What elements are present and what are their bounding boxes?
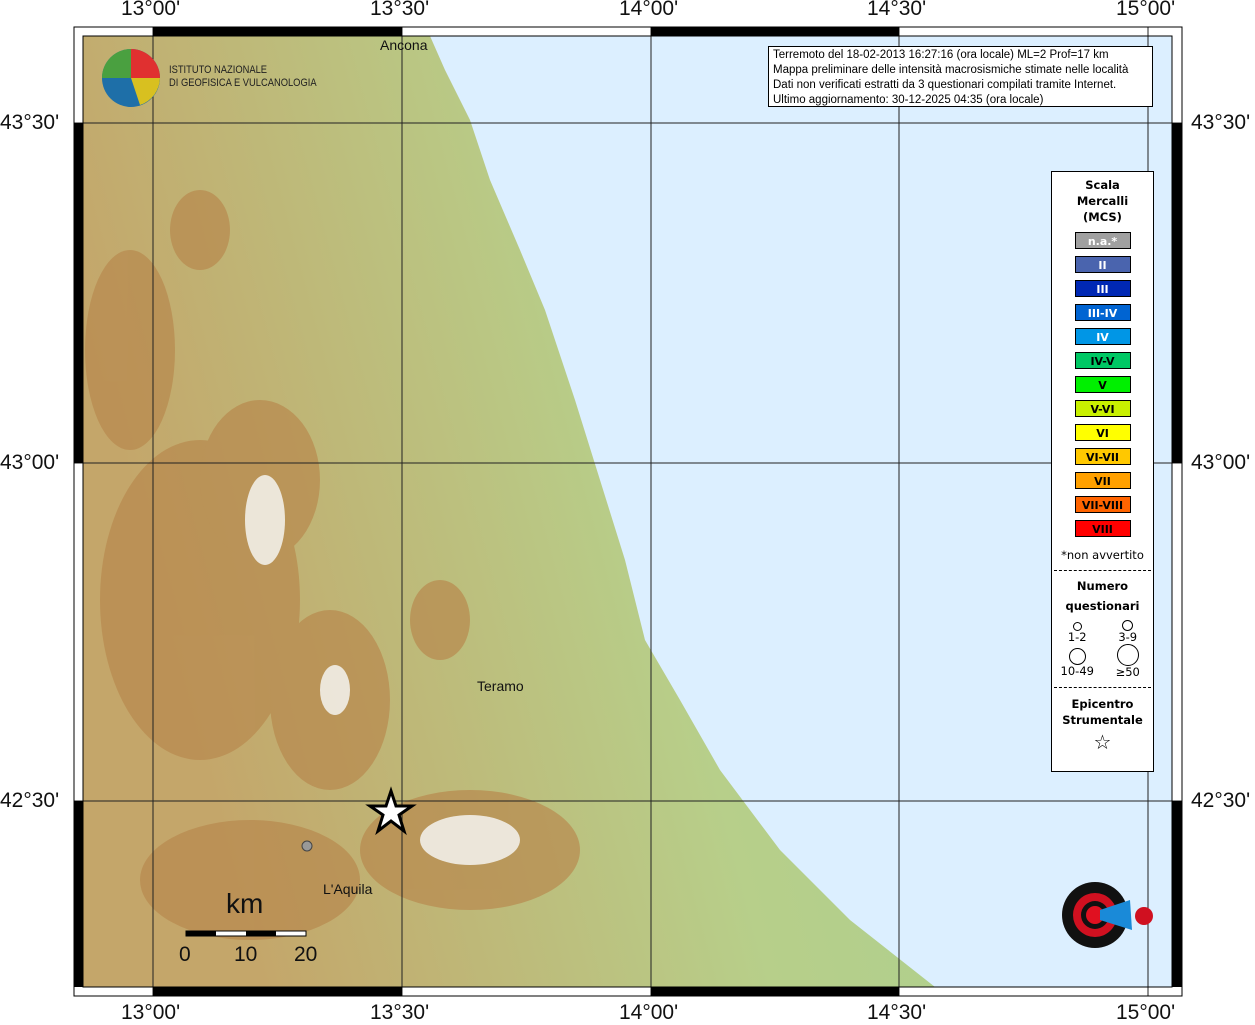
intensity-swatch: VII [1074, 472, 1131, 489]
epicenter-star[interactable] [365, 786, 417, 836]
count-10-49: 10-49 [1052, 644, 1103, 679]
count-title: Numero questionari [1052, 576, 1153, 616]
place-teramo: Teramo [477, 678, 524, 694]
t: Mercalli [1076, 194, 1129, 208]
lat-tick: 43°30' [1191, 111, 1251, 134]
lon-tick: 14°00' [619, 0, 679, 20]
lon-tick: 13°00' [121, 1001, 181, 1024]
legend: Scala Mercalli (MCS) n.a.* II III III-IV IV IV-… [1051, 171, 1154, 772]
count-1-2: 1-2 [1052, 620, 1103, 644]
intensity-swatches: n.a.* II III III-IV IV IV-V V V-VI VI VI-VII VII VI… [1052, 232, 1153, 537]
scale-bar [185, 930, 307, 937]
intensity-swatch: VI [1074, 424, 1131, 441]
lat-tick: 42°30' [0, 789, 60, 812]
place-ancona: Ancona [380, 37, 428, 53]
l: 1-2 [1067, 630, 1087, 644]
intensity-swatch: V [1074, 376, 1131, 393]
peaks [245, 475, 520, 865]
intensity-swatch: V-VI [1074, 400, 1131, 417]
lon-tick: 15°00' [1116, 1001, 1176, 1024]
l: 10-49 [1060, 664, 1094, 678]
lat-tick: 43°30' [0, 111, 60, 134]
info-line: Terremoto del 18-02-2013 16:27:16 (ora l… [773, 49, 1109, 61]
epi-title: Epicentro Strumentale [1052, 696, 1153, 728]
intensity-swatch: IV [1074, 328, 1131, 345]
legend-note: *non avvertito [1061, 548, 1144, 562]
map-frame [73, 26, 1183, 997]
scale-label: 20 [294, 943, 318, 966]
intensity-swatch: IV-V [1074, 352, 1131, 369]
info-line: Ultimo aggiornamento: 30-12-2025 04:35 (… [773, 94, 1044, 106]
lon-tick: 13°30' [370, 0, 430, 20]
star-icon: ☆ [1093, 730, 1112, 754]
scale-unit: km [226, 888, 264, 919]
lon-tick: 13°30' [370, 1001, 430, 1024]
intensity-swatch: VII-VIII [1074, 496, 1131, 513]
hsit-logo [1062, 882, 1153, 948]
t: Numero [1076, 579, 1129, 593]
lon-tick: 14°30' [867, 0, 927, 20]
info-line: Dati non verificati estratti da 3 questi… [773, 79, 1117, 91]
scale-label: 10 [234, 943, 258, 966]
ingv-logo [102, 49, 160, 107]
lat-tick: 42°30' [1191, 789, 1251, 812]
count-sizes: 1-2 3-9 10-49 ≥50 [1052, 620, 1153, 679]
legend-title: Scala Mercalli (MCS) [1052, 177, 1153, 225]
t: questionari [1065, 599, 1140, 613]
lon-tick: 15°00' [1116, 0, 1176, 20]
lat-tick: 43°00' [0, 451, 60, 474]
info-line: Mappa preliminare delle intensità macros… [773, 64, 1129, 76]
scale-label: 0 [179, 943, 191, 966]
lat-tick: 43°00' [1191, 451, 1251, 474]
divider [1054, 687, 1151, 688]
event-info-box: Terremoto del 18-02-2013 16:27:16 (ora l… [768, 46, 1153, 107]
intensity-swatch: III-IV [1074, 304, 1131, 321]
lon-tick: 14°30' [867, 1001, 927, 1024]
l: 3-9 [1118, 630, 1138, 644]
lon-tick: 13°00' [121, 0, 181, 20]
ingv-name: ISTITUTO NAZIONALE DI GEOFISICA E VULCANO… [169, 64, 317, 90]
intensity-swatch: II [1074, 256, 1131, 273]
t: (MCS) [1083, 210, 1122, 224]
count-50: ≥50 [1103, 644, 1154, 679]
ingv-line1: ISTITUTO NAZIONALE [169, 64, 268, 76]
ingv-line2: DI GEOFISICA E VULCANOLOGIA [169, 77, 317, 89]
intensity-swatch: III [1074, 280, 1131, 297]
l: ≥50 [1115, 665, 1140, 679]
intensity-point[interactable] [301, 840, 313, 852]
intensity-swatch: VI-VII [1074, 448, 1131, 465]
t: Scala [1085, 178, 1120, 192]
t: Epicentro [1071, 697, 1134, 711]
place-laquila: L'Aquila [323, 881, 373, 897]
lon-tick: 14°00' [619, 1001, 679, 1024]
t: Strumentale [1062, 713, 1143, 727]
count-3-9: 3-9 [1103, 620, 1154, 644]
intensity-swatch: n.a.* [1074, 232, 1131, 249]
divider [1054, 570, 1151, 571]
intensity-swatch: VIII [1074, 520, 1131, 537]
